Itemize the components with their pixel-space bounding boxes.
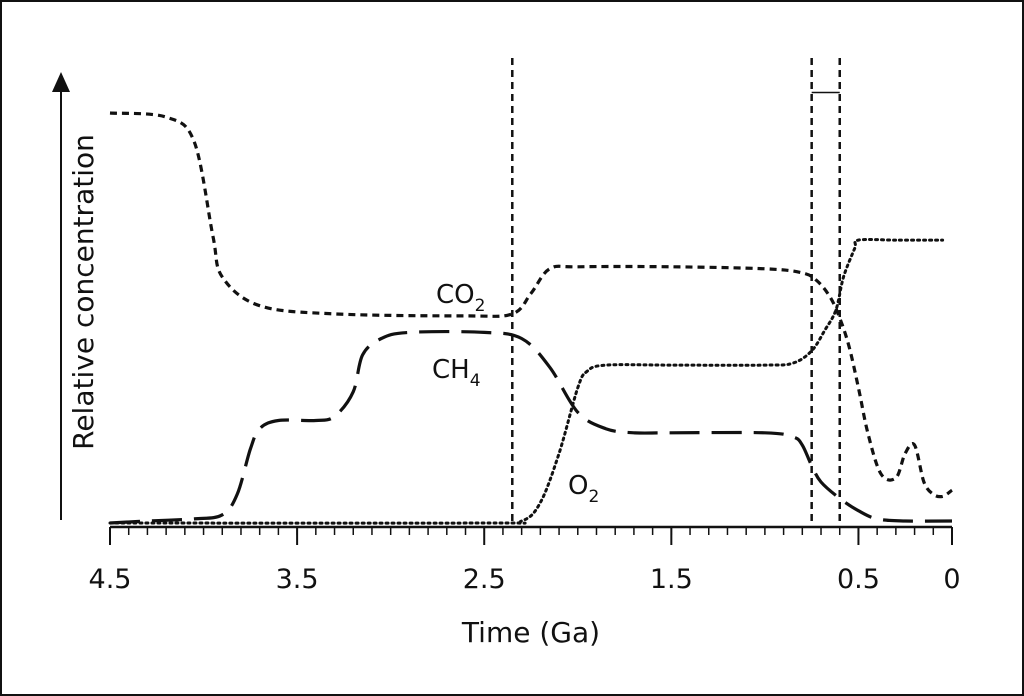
series-line-o2 (108, 237, 945, 525)
series-line-co2 (109, 111, 953, 499)
series-lines (108, 111, 953, 525)
x-tick-labels: 4.5 3.5 2.5 1.5 0.5 0 (89, 564, 961, 595)
x-axis-label: Time (Ga) (461, 616, 600, 649)
x-major-ticks (109, 527, 953, 545)
series-label-co2: CO2 (436, 280, 485, 316)
y-axis-arrow-icon (52, 72, 70, 92)
vertical-reference-lines (511, 58, 841, 528)
x-tick-label: 1.5 (650, 564, 693, 595)
x-tick-label: 0 (943, 564, 960, 595)
series-label-ch4: CH4 (432, 355, 481, 391)
series-labels: CO2 CH4 O2 (432, 280, 599, 507)
y-axis-label: Relative concentration (67, 134, 100, 450)
series-label-o2: O2 (568, 471, 599, 507)
x-tick-label: 0.5 (837, 564, 880, 595)
x-tick-label: 3.5 (276, 564, 319, 595)
axes (52, 72, 952, 529)
x-tick-label: 2.5 (463, 564, 506, 595)
series-line-ch4 (109, 329, 953, 525)
x-tick-label: 4.5 (89, 564, 132, 595)
